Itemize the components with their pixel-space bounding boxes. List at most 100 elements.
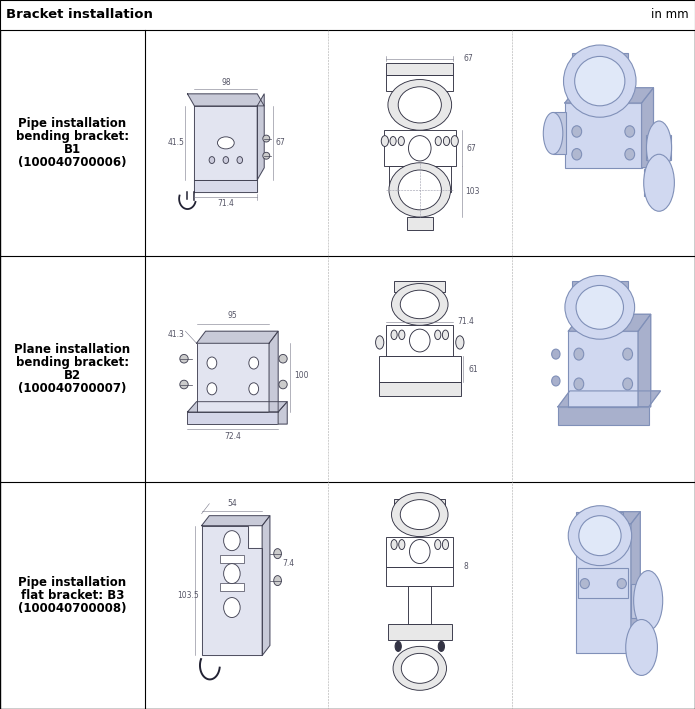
Ellipse shape xyxy=(552,349,560,359)
Bar xyxy=(379,356,461,382)
Text: 54: 54 xyxy=(227,499,237,508)
Ellipse shape xyxy=(625,125,635,137)
Bar xyxy=(409,586,431,625)
Text: 67: 67 xyxy=(466,144,476,153)
Ellipse shape xyxy=(279,354,287,363)
Ellipse shape xyxy=(224,530,240,551)
Ellipse shape xyxy=(443,540,448,549)
Bar xyxy=(644,169,670,196)
Ellipse shape xyxy=(263,135,270,142)
Ellipse shape xyxy=(224,598,240,618)
Bar xyxy=(646,135,671,160)
Polygon shape xyxy=(558,391,660,407)
Ellipse shape xyxy=(382,135,389,147)
Polygon shape xyxy=(195,180,257,192)
Ellipse shape xyxy=(223,157,229,164)
Bar xyxy=(379,382,461,396)
Bar xyxy=(572,281,628,296)
Text: 67: 67 xyxy=(464,54,473,63)
Ellipse shape xyxy=(279,380,287,389)
Bar xyxy=(0,0,695,30)
Bar xyxy=(578,568,628,598)
Text: B2: B2 xyxy=(64,369,81,382)
Ellipse shape xyxy=(224,564,240,584)
Ellipse shape xyxy=(395,642,401,652)
Bar xyxy=(386,63,453,75)
Text: 100: 100 xyxy=(294,372,309,381)
Ellipse shape xyxy=(564,45,636,117)
Polygon shape xyxy=(257,94,264,180)
Ellipse shape xyxy=(218,137,234,149)
Ellipse shape xyxy=(391,330,397,340)
Ellipse shape xyxy=(409,135,431,161)
Ellipse shape xyxy=(263,152,270,160)
Bar xyxy=(575,524,631,654)
Ellipse shape xyxy=(435,137,441,145)
Ellipse shape xyxy=(388,79,452,130)
Text: in mm: in mm xyxy=(651,9,689,21)
Ellipse shape xyxy=(389,163,450,217)
Ellipse shape xyxy=(552,376,560,386)
Text: Pipe installation: Pipe installation xyxy=(18,117,126,130)
Ellipse shape xyxy=(391,540,397,549)
Polygon shape xyxy=(188,94,264,106)
Ellipse shape xyxy=(180,380,188,389)
Ellipse shape xyxy=(237,157,243,164)
Ellipse shape xyxy=(572,125,582,137)
Polygon shape xyxy=(638,314,651,407)
Bar xyxy=(386,75,453,91)
Text: 95: 95 xyxy=(228,311,238,320)
Text: 8: 8 xyxy=(464,562,468,571)
Ellipse shape xyxy=(439,642,444,652)
Polygon shape xyxy=(188,402,287,412)
Ellipse shape xyxy=(409,329,430,352)
Bar xyxy=(575,512,623,524)
Ellipse shape xyxy=(576,286,623,329)
Text: (100040700007): (100040700007) xyxy=(18,382,126,395)
Bar xyxy=(388,625,452,640)
Ellipse shape xyxy=(274,549,281,559)
Polygon shape xyxy=(278,402,287,424)
Ellipse shape xyxy=(401,654,439,683)
Text: (100040700008): (100040700008) xyxy=(18,602,126,615)
Bar xyxy=(220,554,244,563)
Bar xyxy=(407,217,432,230)
Polygon shape xyxy=(569,314,651,331)
Ellipse shape xyxy=(249,357,259,369)
Polygon shape xyxy=(269,331,278,412)
Ellipse shape xyxy=(400,500,439,530)
Bar xyxy=(389,167,450,191)
Ellipse shape xyxy=(409,540,430,564)
Ellipse shape xyxy=(572,149,582,160)
Ellipse shape xyxy=(209,157,215,164)
Ellipse shape xyxy=(399,330,405,340)
Polygon shape xyxy=(262,515,270,655)
Ellipse shape xyxy=(626,620,657,676)
Ellipse shape xyxy=(274,576,281,586)
Ellipse shape xyxy=(644,155,674,211)
Ellipse shape xyxy=(565,276,635,339)
Text: flat bracket: B3: flat bracket: B3 xyxy=(21,589,124,602)
Polygon shape xyxy=(565,88,653,103)
Ellipse shape xyxy=(443,330,448,340)
Ellipse shape xyxy=(451,135,458,147)
Ellipse shape xyxy=(575,57,625,106)
Text: 67: 67 xyxy=(275,138,285,147)
Bar xyxy=(558,407,648,425)
Ellipse shape xyxy=(580,579,589,588)
Polygon shape xyxy=(202,525,262,655)
Text: Plane installation: Plane installation xyxy=(14,343,131,356)
Text: 103.5: 103.5 xyxy=(177,591,199,600)
Ellipse shape xyxy=(543,113,563,155)
Ellipse shape xyxy=(390,137,396,145)
Polygon shape xyxy=(641,88,653,167)
Polygon shape xyxy=(197,331,278,343)
Bar xyxy=(188,412,278,424)
Ellipse shape xyxy=(249,383,259,395)
Ellipse shape xyxy=(574,348,584,360)
Ellipse shape xyxy=(398,86,441,123)
Ellipse shape xyxy=(391,493,448,537)
Bar xyxy=(386,566,453,586)
Text: 7.4: 7.4 xyxy=(283,559,295,568)
Polygon shape xyxy=(195,106,257,180)
